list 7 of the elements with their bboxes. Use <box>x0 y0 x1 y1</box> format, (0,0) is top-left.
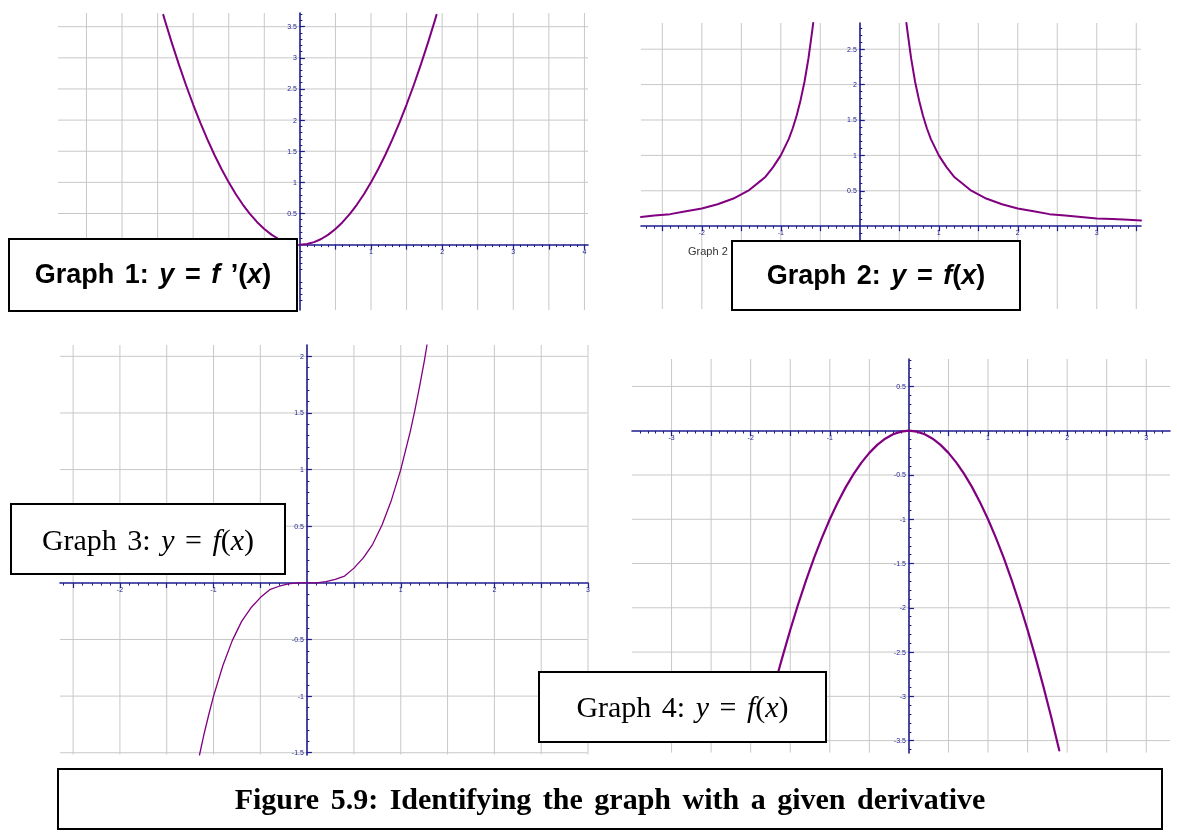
line-series <box>777 430 1061 752</box>
text: Graph 1: y = f ’(x) <box>34 259 272 290</box>
annotation: Graph 2 <box>688 244 728 258</box>
text: Graph 3: y = f(x) <box>41 522 255 556</box>
text: Graph 4: y = f(x) <box>576 690 789 724</box>
text: Graph 2: y = f(x) <box>766 259 986 290</box>
caption: Figure 5.9: Identifying the graph with a given derivative <box>234 782 986 816</box>
